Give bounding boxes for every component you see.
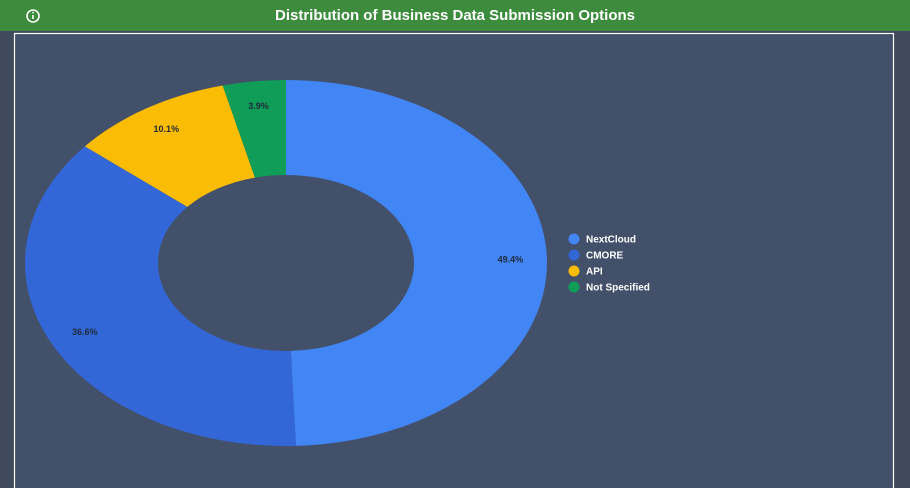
legend-label: CMORE	[586, 251, 624, 262]
header-bar	[0, 0, 910, 31]
data-label: 10.1%	[154, 124, 180, 134]
data-label: 36.6%	[72, 327, 98, 337]
legend-label: Not Specified	[586, 283, 650, 294]
info-icon-circle	[26, 9, 40, 23]
info-icon[interactable]	[26, 9, 40, 23]
legend-swatch	[568, 233, 580, 245]
pie-slice	[222, 80, 286, 178]
legend-label: NextCloud	[586, 235, 636, 246]
legend-swatch	[568, 281, 580, 293]
pie-slice	[84, 85, 255, 207]
legend-swatch	[568, 265, 580, 277]
pie-slice	[286, 80, 547, 446]
legend-label: API	[586, 267, 603, 278]
data-label: 49.4%	[498, 254, 524, 264]
pie-slice	[25, 146, 296, 446]
info-icon-dot	[32, 11, 34, 14]
legend-swatch	[568, 249, 580, 261]
data-label: 3.9%	[248, 101, 269, 111]
chart-title: Distribution of Business Data Submission…	[275, 7, 635, 24]
